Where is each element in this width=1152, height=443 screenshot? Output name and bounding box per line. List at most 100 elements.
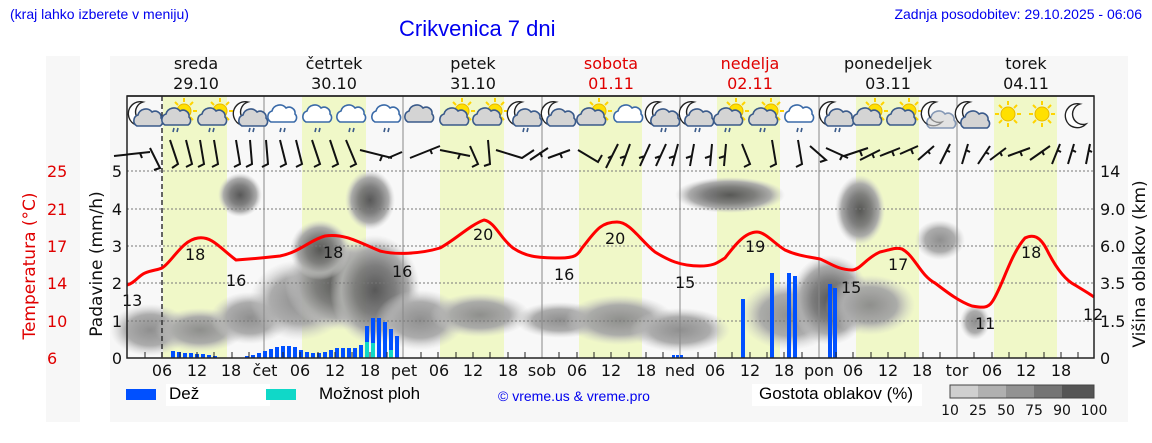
copyright-link[interactable]: © vreme.us & vreme.pro [498, 388, 650, 404]
svg-text:18: 18 [498, 361, 518, 380]
svg-text:1.5: 1.5 [1100, 312, 1125, 331]
svg-text:21: 21 [47, 200, 67, 219]
svg-text:2: 2 [112, 274, 122, 293]
svg-text:čet: čet [253, 361, 278, 380]
svg-text:18: 18 [221, 361, 241, 380]
day-label-4: nedelja 02.11 [720, 54, 780, 93]
day-separators [263, 96, 958, 358]
day-label-1: četrtek 30.10 [305, 54, 363, 93]
svg-text:4: 4 [112, 200, 122, 219]
svg-text:12: 12 [601, 361, 621, 380]
svg-text:18: 18 [1021, 243, 1041, 262]
svg-text:19: 19 [745, 237, 765, 256]
svg-text:12: 12 [740, 361, 760, 380]
svg-text:sob: sob [528, 361, 556, 380]
svg-text:9.0: 9.0 [1100, 200, 1125, 219]
svg-text:0: 0 [112, 349, 122, 368]
svg-text:12: 12 [325, 361, 345, 380]
svg-text:15: 15 [841, 278, 861, 297]
svg-text:10: 10 [941, 403, 959, 419]
day-label-5: ponedeljek 03.11 [844, 54, 932, 93]
svg-text:06: 06 [567, 361, 587, 380]
day-label-6: torek 04.11 [1003, 54, 1049, 93]
svg-text:pet: pet [391, 361, 417, 380]
svg-text:15: 15 [675, 273, 695, 292]
svg-text:90: 90 [1053, 403, 1071, 419]
svg-text:tor: tor [946, 361, 969, 380]
svg-text:06: 06 [982, 361, 1002, 380]
last-updated: Zadnja posodobitev: 29.10.2025 - 06:06 [894, 6, 1142, 22]
svg-text:12: 12 [463, 361, 483, 380]
svg-text:12: 12 [1083, 305, 1103, 324]
precip-axis-ticks: 0 1 2 3 4 5 [112, 162, 122, 368]
svg-text:100: 100 [1081, 403, 1108, 419]
precip-axis-label: Padavine (mm/h) [87, 191, 107, 336]
svg-text:12: 12 [187, 361, 207, 380]
svg-text:14: 14 [1100, 162, 1120, 181]
cloud-density-legend-label: Gostota oblakov (%) [759, 384, 914, 403]
svg-text:ned: ned [665, 361, 695, 380]
svg-text:75: 75 [1025, 403, 1043, 419]
svg-text:25: 25 [47, 162, 67, 181]
rain-legend-swatch [126, 389, 156, 400]
svg-text:18: 18 [1051, 361, 1071, 380]
left-axis-panel [46, 56, 80, 422]
svg-text:20: 20 [605, 229, 625, 248]
wind-barbs [113, 139, 1093, 171]
x-tick-labels: 06 12 18 čet 06 12 18 pet 06 12 18 sob 0… [152, 361, 1071, 380]
svg-text:18: 18 [185, 245, 205, 264]
svg-text:16: 16 [392, 262, 412, 281]
svg-text:5: 5 [112, 162, 122, 181]
svg-text:06: 06 [705, 361, 725, 380]
cloud-height-axis-label: Višina oblakov (km) [1130, 180, 1150, 347]
day-label-2: petek 31.10 [450, 54, 496, 93]
showers-legend-label: Možnost ploh [319, 384, 421, 403]
svg-text:06: 06 [152, 361, 172, 380]
svg-text:12: 12 [1016, 361, 1036, 380]
svg-text:0: 0 [1100, 349, 1110, 368]
svg-text:14: 14 [47, 274, 67, 293]
svg-text:pon: pon [804, 361, 834, 380]
svg-text:12: 12 [878, 361, 898, 380]
svg-text:06: 06 [429, 361, 449, 380]
day-label-3: sobota 01.11 [583, 54, 639, 93]
temperature-axis-label: Temperatura (°C) [20, 192, 40, 340]
svg-text:17: 17 [47, 237, 67, 256]
svg-text:16: 16 [554, 265, 574, 284]
svg-text:18: 18 [774, 361, 794, 380]
svg-text:18: 18 [360, 361, 380, 380]
svg-text:3.5: 3.5 [1100, 274, 1125, 293]
svg-text:3: 3 [112, 237, 122, 256]
temperature-line [126, 218, 1095, 309]
x-tick-marks [144, 352, 1079, 358]
svg-text:06: 06 [843, 361, 863, 380]
showers-legend-swatch [266, 389, 296, 400]
svg-text:11: 11 [975, 314, 995, 333]
location-hint: (kraj lahko izberete v meniju) [10, 6, 189, 22]
svg-text:18: 18 [636, 361, 656, 380]
svg-text:20: 20 [473, 225, 493, 244]
cloud-height-axis-ticks: 0 1.5 3.5 6.0 9.0 14 [1100, 162, 1125, 368]
shower-bars [365, 342, 393, 358]
cloud-density-layer [110, 170, 990, 356]
page-title: Crikvenica 7 dni [399, 16, 556, 41]
svg-text:50: 50 [997, 403, 1015, 419]
svg-text:18: 18 [323, 243, 343, 262]
cloud-density-scale [949, 384, 1095, 399]
day-label-0: sreda 29.10 [173, 54, 219, 93]
temperature-axis-ticks: 6 10 14 17 21 25 [47, 162, 67, 368]
svg-text:10: 10 [47, 312, 67, 331]
svg-text:1: 1 [112, 312, 122, 331]
svg-text:06: 06 [290, 361, 310, 380]
svg-text:16: 16 [226, 271, 246, 290]
svg-text:25: 25 [969, 403, 987, 419]
cloud-density-scale-labels: 10 25 50 75 90 100 [941, 403, 1107, 419]
gridlines [127, 170, 1094, 322]
svg-text:18: 18 [912, 361, 932, 380]
svg-text:6: 6 [47, 349, 57, 368]
temperature-labels: 13 18 16 18 16 20 16 20 15 19 15 17 11 1… [122, 225, 1103, 333]
svg-text:6.0: 6.0 [1100, 237, 1125, 256]
svg-text:13: 13 [122, 291, 142, 310]
svg-text:17: 17 [888, 255, 908, 274]
